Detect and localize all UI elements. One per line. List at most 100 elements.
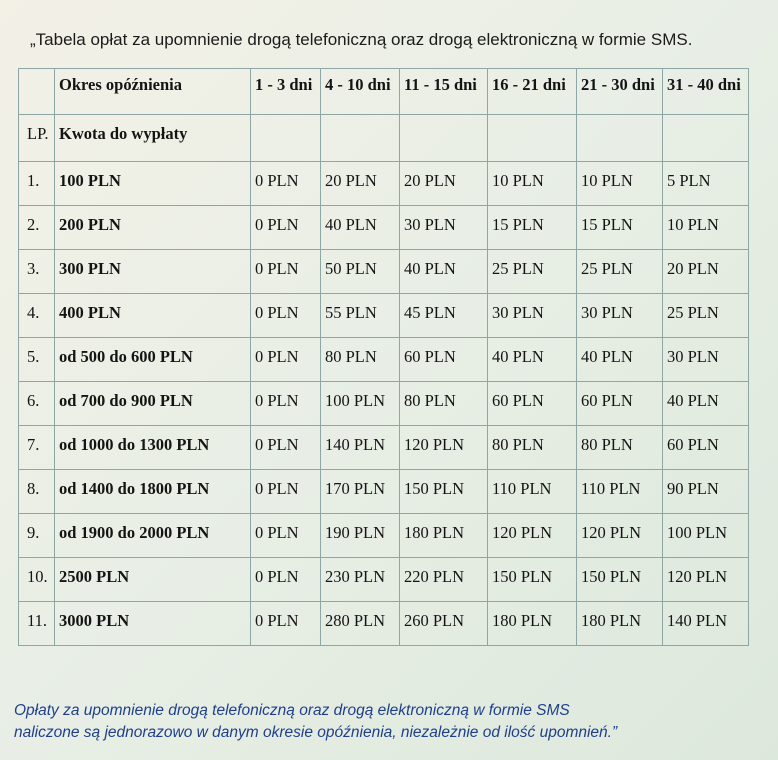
fee-cell: 20 PLN	[399, 161, 488, 206]
row-number: 8.	[18, 469, 55, 514]
fee-cell: 30 PLN	[576, 293, 663, 338]
fee-cell: 150 PLN	[576, 557, 663, 602]
fee-cell: 5 PLN	[662, 161, 749, 206]
fee-cell: 15 PLN	[576, 205, 663, 250]
table-row: 10. 2500 PLN 0 PLN 230 PLN 220 PLN 150 PLN 150…	[18, 557, 749, 602]
fee-cell: 60 PLN	[399, 337, 488, 382]
fee-cell: 10 PLN	[576, 161, 663, 206]
fee-cell: 25 PLN	[487, 249, 577, 294]
lp-label: LP.	[18, 114, 55, 162]
amount-label: Kwota do wypłaty	[54, 114, 251, 162]
fee-cell: 40 PLN	[320, 205, 400, 250]
payout-amount: od 1400 do 1800 PLN	[54, 469, 251, 514]
fee-cell: 0 PLN	[250, 513, 321, 558]
empty-cell	[662, 114, 749, 162]
payout-amount: 400 PLN	[54, 293, 251, 338]
fee-cell: 10 PLN	[487, 161, 577, 206]
empty-cell	[320, 114, 400, 162]
fee-cell: 170 PLN	[320, 469, 400, 514]
footer-note: Opłaty za upomnienie drogą telefoniczną …	[14, 700, 617, 744]
period-header: 1 - 3 dni	[250, 68, 321, 115]
period-header: 21 - 30 dni	[576, 68, 663, 115]
payout-amount: od 1900 do 2000 PLN	[54, 513, 251, 558]
fee-cell: 15 PLN	[487, 205, 577, 250]
fee-cell: 80 PLN	[487, 425, 577, 470]
fee-cell: 20 PLN	[662, 249, 749, 294]
payout-amount: 2500 PLN	[54, 557, 251, 602]
fee-cell: 50 PLN	[320, 249, 400, 294]
table-row: 4. 400 PLN 0 PLN 55 PLN 45 PLN 30 PLN 30 PLN 25…	[18, 293, 749, 338]
row-number: 10.	[18, 557, 55, 602]
fee-cell: 0 PLN	[250, 161, 321, 206]
period-label: Okres opóźnienia	[54, 68, 251, 115]
period-header: 31 - 40 dni	[662, 68, 749, 115]
fee-cell: 20 PLN	[320, 161, 400, 206]
row-number: 3.	[18, 249, 55, 294]
fee-cell: 55 PLN	[320, 293, 400, 338]
fee-cell: 0 PLN	[250, 205, 321, 250]
fee-cell: 40 PLN	[662, 381, 749, 426]
fee-cell: 0 PLN	[250, 381, 321, 426]
fee-cell: 230 PLN	[320, 557, 400, 602]
empty-cell	[487, 114, 577, 162]
fee-cell: 40 PLN	[399, 249, 488, 294]
fee-cell: 120 PLN	[576, 513, 663, 558]
row-number: 9.	[18, 513, 55, 558]
empty-cell	[399, 114, 488, 162]
row-number: 6.	[18, 381, 55, 426]
fee-cell: 80 PLN	[399, 381, 488, 426]
fee-cell: 30 PLN	[487, 293, 577, 338]
fee-cell: 60 PLN	[576, 381, 663, 426]
fee-cell: 30 PLN	[662, 337, 749, 382]
fee-cell: 40 PLN	[487, 337, 577, 382]
table-row: 11. 3000 PLN 0 PLN 280 PLN 260 PLN 180 PLN 180…	[18, 601, 749, 646]
payout-amount: 200 PLN	[54, 205, 251, 250]
payout-amount: od 500 do 600 PLN	[54, 337, 251, 382]
payout-amount: 3000 PLN	[54, 601, 251, 646]
payout-amount: od 1000 do 1300 PLN	[54, 425, 251, 470]
period-header: 4 - 10 dni	[320, 68, 400, 115]
fee-cell: 30 PLN	[399, 205, 488, 250]
payout-amount: od 700 do 900 PLN	[54, 381, 251, 426]
fee-cell: 110 PLN	[487, 469, 577, 514]
fee-table: Okres opóźnienia 1 - 3 dni 4 - 10 dni 11…	[18, 68, 749, 646]
row-number: 2.	[18, 205, 55, 250]
fee-cell: 25 PLN	[576, 249, 663, 294]
fee-cell: 140 PLN	[320, 425, 400, 470]
header-empty-cell	[18, 68, 55, 115]
fee-cell: 60 PLN	[487, 381, 577, 426]
period-header: 16 - 21 dni	[487, 68, 577, 115]
table-row: 3. 300 PLN 0 PLN 50 PLN 40 PLN 25 PLN 25 PLN 20…	[18, 249, 749, 294]
row-number: 11.	[18, 601, 55, 646]
fee-cell: 180 PLN	[399, 513, 488, 558]
fee-cell: 0 PLN	[250, 557, 321, 602]
table-row: 6. od 700 do 900 PLN 0 PLN 100 PLN 80 PLN 60 …	[18, 381, 749, 426]
fee-cell: 0 PLN	[250, 249, 321, 294]
fee-cell: 10 PLN	[662, 205, 749, 250]
fee-cell: 280 PLN	[320, 601, 400, 646]
fee-cell: 90 PLN	[662, 469, 749, 514]
table-row: 9. od 1900 do 2000 PLN 0 PLN 190 PLN 180 PLN…	[18, 513, 749, 558]
row-number: 7.	[18, 425, 55, 470]
table-row: 1. 100 PLN 0 PLN 20 PLN 20 PLN 10 PLN 10 PLN 5 …	[18, 161, 749, 206]
table-row: 5. od 500 do 600 PLN 0 PLN 80 PLN 60 PLN 40 P…	[18, 337, 749, 382]
payout-amount: 300 PLN	[54, 249, 251, 294]
fee-cell: 45 PLN	[399, 293, 488, 338]
row-number: 4.	[18, 293, 55, 338]
fee-cell: 150 PLN	[399, 469, 488, 514]
fee-cell: 0 PLN	[250, 469, 321, 514]
fee-cell: 100 PLN	[320, 381, 400, 426]
fee-cell: 110 PLN	[576, 469, 663, 514]
fee-cell: 0 PLN	[250, 293, 321, 338]
fee-cell: 0 PLN	[250, 425, 321, 470]
row-number: 5.	[18, 337, 55, 382]
payout-amount: 100 PLN	[54, 161, 251, 206]
fee-cell: 80 PLN	[320, 337, 400, 382]
row-number: 1.	[18, 161, 55, 206]
fee-cell: 180 PLN	[576, 601, 663, 646]
fee-cell: 40 PLN	[576, 337, 663, 382]
table-row: 2. 200 PLN 0 PLN 40 PLN 30 PLN 15 PLN 15 PLN 10…	[18, 205, 749, 250]
subheader-row: LP. Kwota do wypłaty	[18, 114, 749, 162]
fee-cell: 60 PLN	[662, 425, 749, 470]
fee-cell: 0 PLN	[250, 601, 321, 646]
